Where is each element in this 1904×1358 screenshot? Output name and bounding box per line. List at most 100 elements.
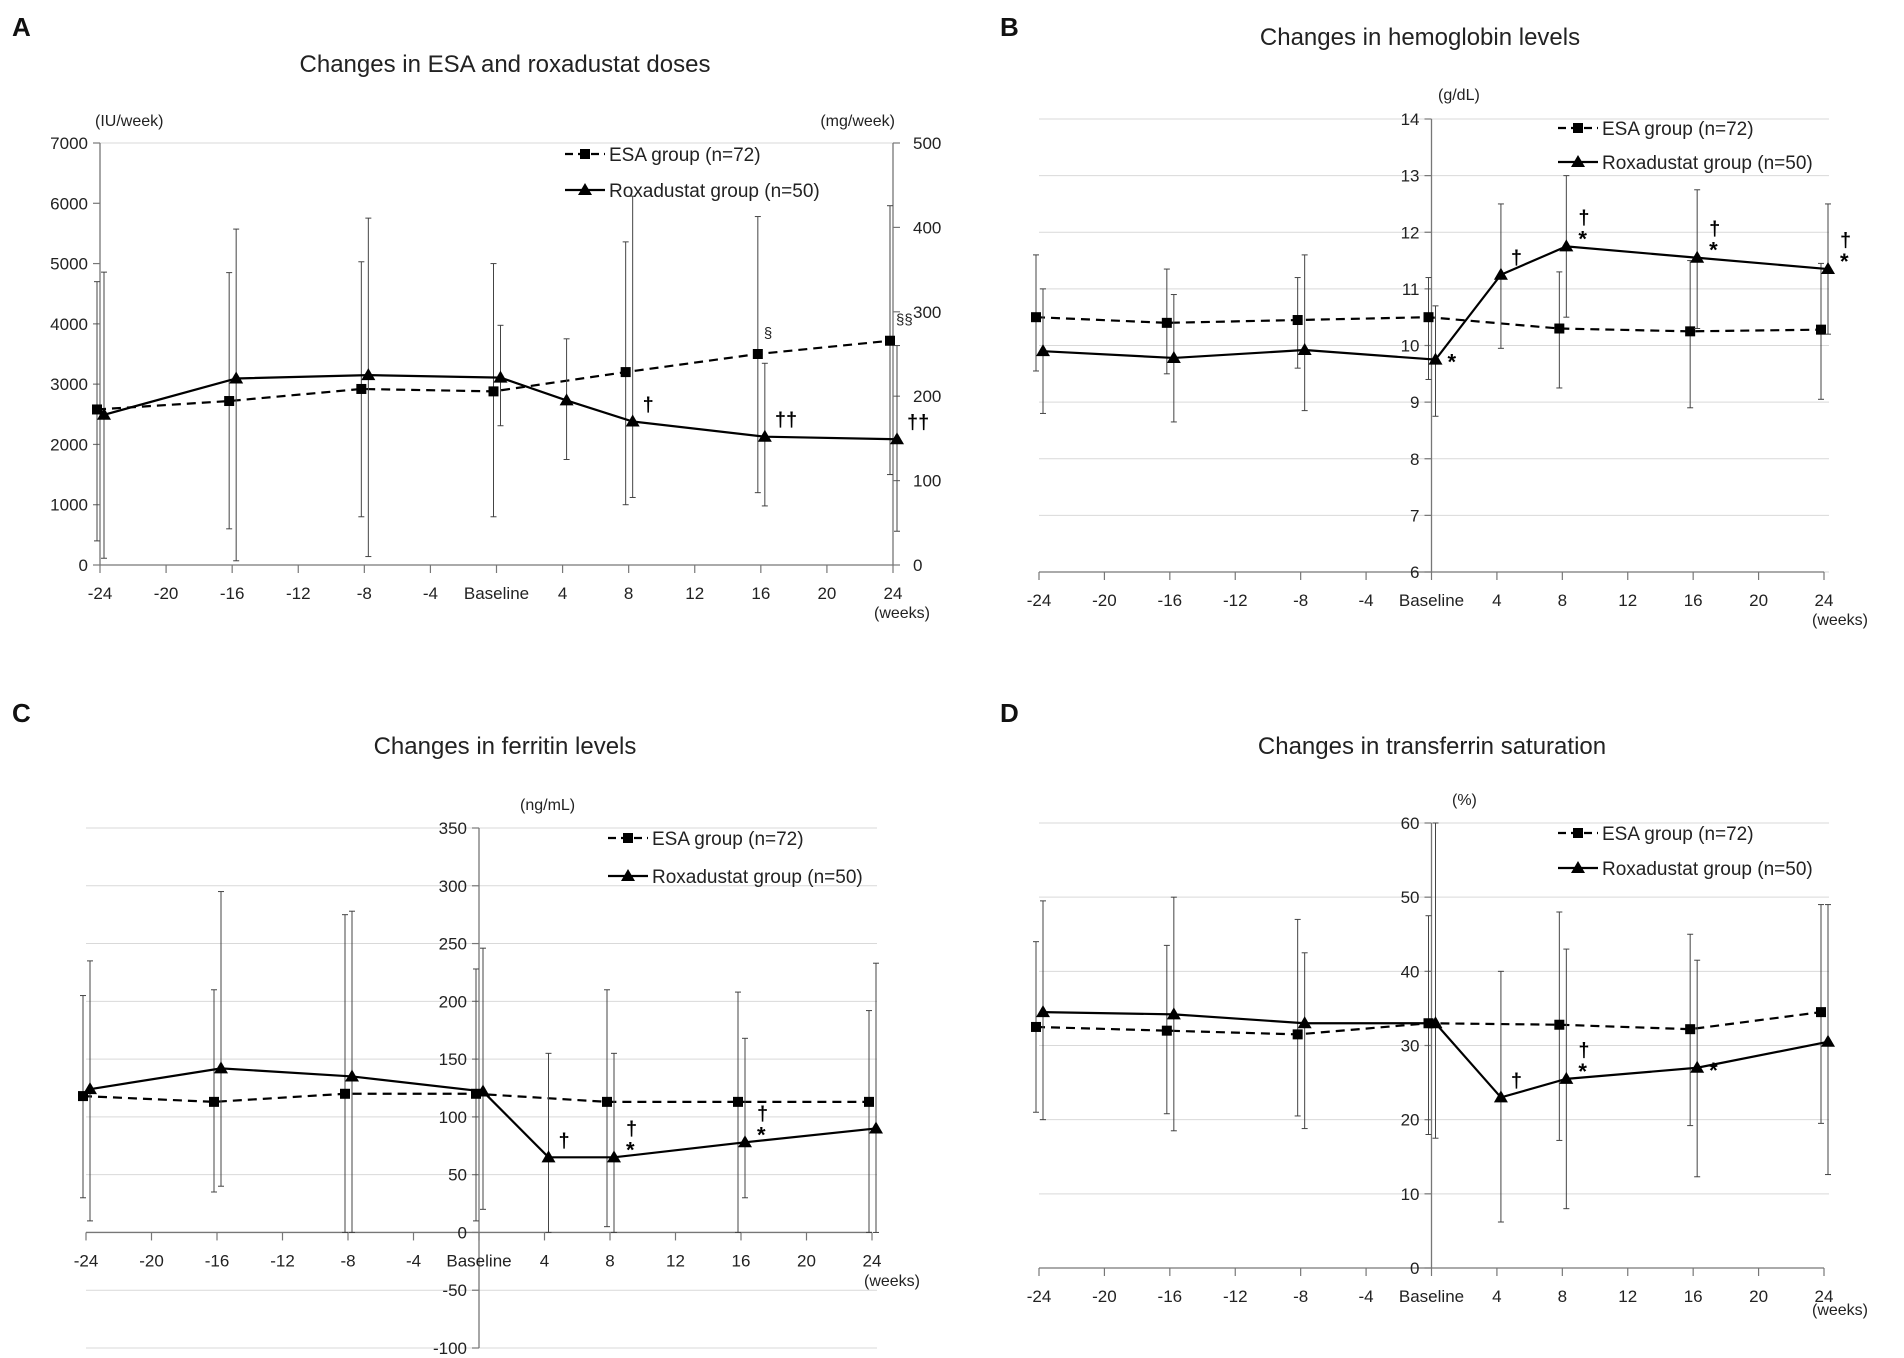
y-tick-label-right: 0 <box>913 556 922 575</box>
series-esa <box>92 205 895 542</box>
y-tick-label-right: 300 <box>913 303 941 322</box>
x-tick-label: -20 <box>1092 1287 1117 1306</box>
x-tick-label: 20 <box>797 1251 816 1270</box>
chart-title: Changes in ESA and roxadustat doses <box>300 51 711 78</box>
x-tick-label: -4 <box>1359 591 1374 610</box>
y-tick-label: 8 <box>1410 450 1419 469</box>
y-unit-label: (ng/mL) <box>520 797 575 814</box>
data-point-square <box>885 335 895 346</box>
y-tick-label: 250 <box>439 935 467 954</box>
y-tick-label: 300 <box>439 877 467 896</box>
annotation: † <box>1511 248 1522 270</box>
y-tick-label: 40 <box>1401 962 1420 981</box>
data-point-square <box>78 1091 88 1102</box>
x-tick-label: -24 <box>1027 1287 1052 1306</box>
data-point-square <box>224 396 235 407</box>
legend-marker-square <box>1573 828 1583 838</box>
annotation-dagger: † <box>1840 230 1851 252</box>
legend-marker-triangle <box>1571 155 1585 167</box>
data-point-triangle <box>1166 350 1181 363</box>
data-point-triangle <box>1690 1060 1705 1073</box>
legend-marker-square <box>623 833 633 843</box>
y-tick-label-right: 400 <box>913 218 941 237</box>
x-tick-label: 24 <box>863 1251 882 1270</box>
y-tick-label: 2000 <box>50 435 88 454</box>
x-tick-label: -20 <box>1092 591 1117 610</box>
y-tick-label: 3000 <box>50 375 88 394</box>
x-tick-label: 4 <box>558 584 567 603</box>
x-tick-label: Baseline <box>464 584 529 603</box>
annotation: * <box>1448 350 1457 375</box>
y-unit-label: (IU/week) <box>95 113 163 130</box>
y-tick-label: 20 <box>1401 1111 1420 1130</box>
annotation-asterisk: * <box>1578 226 1587 251</box>
x-tick-label: -24 <box>88 584 113 603</box>
x-tick-label: -12 <box>286 584 311 603</box>
series-line <box>103 373 898 441</box>
legend-label: Roxadustat group (n=50) <box>652 867 863 888</box>
panel-d: D Changes in transferrin saturation -24 -20… <box>1000 698 1868 1319</box>
y-tick-label: 150 <box>439 1050 467 1069</box>
y-tick-label-right: 200 <box>913 387 941 406</box>
y-unit-label: (g/dL) <box>1438 87 1480 104</box>
panel-b: B Changes in hemoglobin levels -24 -20 -16 -1… <box>1000 12 1868 629</box>
x-tick-label: 24 <box>884 584 903 603</box>
data-point-square <box>1292 315 1303 326</box>
y-tick-label: 350 <box>439 819 467 838</box>
data-point-square <box>488 386 499 397</box>
x-axis-label: (weeks) <box>864 1273 920 1290</box>
y-tick-label: 50 <box>1401 888 1420 907</box>
x-tick-label: 8 <box>1558 1287 1567 1306</box>
data-point-triangle <box>476 1084 490 1097</box>
chart-title: Changes in hemoglobin levels <box>1260 24 1580 51</box>
annotation: * <box>1709 1058 1718 1083</box>
data-point-square <box>471 1088 481 1099</box>
data-point-triangle <box>559 393 574 406</box>
annotation: †† <box>775 410 797 432</box>
annotation-dagger: † <box>626 1118 637 1140</box>
annotation: † <box>643 395 654 417</box>
data-point-triangle <box>229 371 244 384</box>
x-tick-label: -8 <box>1293 591 1308 610</box>
y-tick-label: -50 <box>442 1281 467 1300</box>
data-point-triangle <box>541 1150 556 1163</box>
series-roxadustat <box>83 891 883 1233</box>
y-tick-label-right: 500 <box>913 134 941 153</box>
panel-label: A <box>12 12 31 42</box>
y-tick-label: 14 <box>1401 110 1420 129</box>
x-tick-label: 24 <box>1815 591 1834 610</box>
data-point-square <box>1816 1007 1826 1018</box>
series-line <box>1042 245 1829 361</box>
legend-label: ESA group (n=72) <box>609 145 761 166</box>
series-line <box>1042 1011 1829 1099</box>
annotation-dagger: † <box>1709 219 1720 241</box>
x-tick-label: -20 <box>139 1251 164 1270</box>
data-point-square <box>1816 324 1826 335</box>
data-point-square <box>1161 1025 1172 1036</box>
legend-marker-triangle <box>621 869 635 881</box>
series-esa <box>1031 254 1826 409</box>
y-tick-label: 7000 <box>50 134 88 153</box>
data-point-triangle <box>1821 1034 1835 1047</box>
data-point-triangle <box>1036 1005 1050 1018</box>
data-point-triangle <box>361 368 376 381</box>
x-tick-label: 12 <box>1618 1287 1637 1306</box>
data-point-square <box>92 404 102 415</box>
annotation: †† <box>907 412 929 434</box>
data-point-square <box>864 1096 874 1107</box>
data-point-triangle <box>1297 1016 1312 1029</box>
legend-item: Roxadustat group (n=50) <box>608 867 863 888</box>
data-point-triangle <box>345 1069 359 1082</box>
y-tick-label: -100 <box>433 1339 467 1358</box>
y-tick-label: 9 <box>1410 393 1419 412</box>
legend-label: Roxadustat group (n=50) <box>609 181 820 202</box>
legend-label: Roxadustat group (n=50) <box>1602 153 1813 174</box>
y-tick-label: 6000 <box>50 194 88 213</box>
annotation-asterisk: * <box>1840 249 1849 274</box>
series-esa <box>78 914 874 1233</box>
x-tick-label: 20 <box>817 584 836 603</box>
legend-label: ESA group (n=72) <box>1602 119 1754 140</box>
x-tick-label: 12 <box>1618 591 1637 610</box>
y-tick-label: 13 <box>1401 167 1420 186</box>
x-tick-label: 16 <box>1684 591 1703 610</box>
